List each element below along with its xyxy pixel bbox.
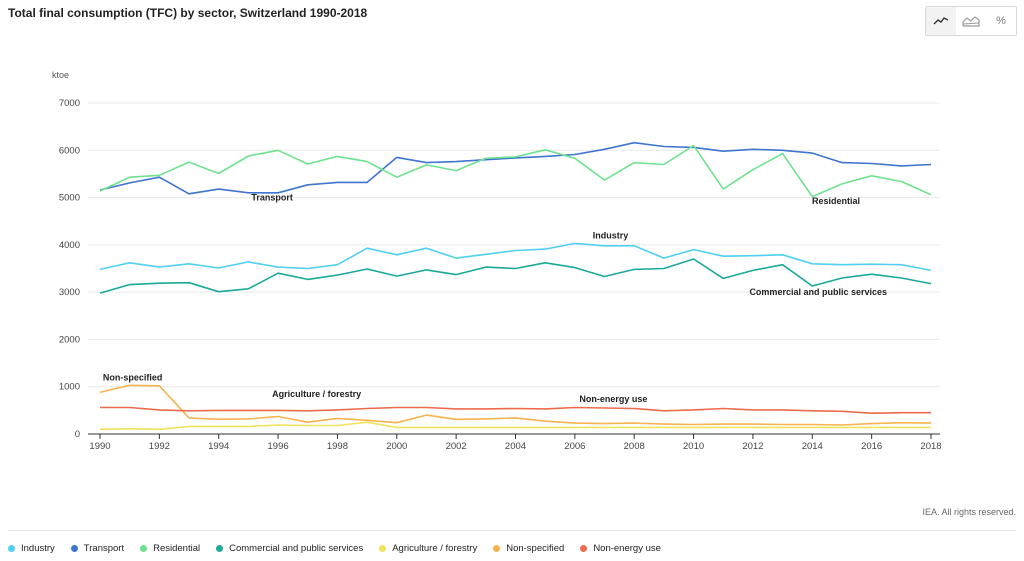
x-tick-label: 2006: [564, 441, 585, 452]
series-label: Residential: [812, 196, 860, 206]
x-tick-label: 2018: [920, 441, 941, 452]
series-label: Transport: [251, 192, 293, 202]
y-tick-label: 5000: [59, 193, 80, 204]
series-line-industry: [99, 242, 932, 272]
y-tick-label: 3000: [59, 287, 80, 298]
legend-dot-icon: [379, 545, 387, 552]
chart-title: Total final consumption (TFC) by sector,…: [8, 6, 368, 20]
x-tick-label: 2012: [742, 441, 763, 452]
legend-item[interactable]: Agriculture / forestry: [379, 543, 477, 554]
x-tick-label: 1990: [89, 441, 110, 452]
x-tick-label: 1994: [208, 441, 229, 452]
x-tick-label: 1992: [149, 441, 170, 452]
legend-dot-icon: [580, 545, 588, 552]
y-tick-label: 4000: [59, 240, 80, 251]
line-chart-icon: [933, 15, 949, 27]
series-line-residential: [99, 144, 932, 198]
legend-divider: [8, 530, 1016, 531]
chart-legend: Industry Transport Residential Commercial a…: [8, 543, 677, 554]
legend-item[interactable]: Commercial and public services: [216, 543, 363, 554]
chart-type-toolbar: %: [925, 6, 1017, 36]
x-tick-label: 2008: [624, 441, 645, 452]
y-tick-label: 2000: [59, 334, 80, 345]
series-line-non-energy-use: [100, 406, 931, 415]
y-tick-label: 6000: [59, 145, 80, 156]
x-tick-label: 2016: [861, 441, 882, 452]
legend-label: Non-specified: [506, 543, 565, 554]
y-tick-label: 1000: [59, 382, 80, 393]
legend-item[interactable]: Non-energy use: [580, 543, 661, 554]
x-tick-label: 2014: [802, 441, 823, 452]
line-chart: ktoe 0 1000 2000 3000 4000 5000 6000 7000 1990 199…: [52, 70, 942, 452]
series-label: Commercial and public services: [749, 287, 887, 297]
legend-label: Residential: [153, 543, 201, 554]
series-line-non-specified: [99, 384, 932, 426]
percent-button[interactable]: %: [986, 7, 1016, 35]
x-tick-label: 2004: [505, 441, 526, 452]
x-tick-label: 1996: [268, 441, 289, 452]
legend-label: Commercial and public services: [229, 543, 364, 554]
x-tick-label: 1998: [327, 441, 348, 452]
percent-icon: %: [996, 15, 1006, 27]
legend-dot-icon: [140, 545, 148, 552]
y-tick-label: 0: [75, 429, 80, 440]
x-tick-label: 2010: [683, 441, 704, 452]
line-chart-button[interactable]: [926, 7, 956, 35]
legend-label: Agriculture / forestry: [392, 543, 478, 554]
area-chart-button[interactable]: [956, 7, 986, 35]
y-axis-label: ktoe: [52, 70, 69, 80]
credit-text: IEA. All rights reserved.: [922, 507, 1016, 517]
series-line-transport: [99, 141, 932, 195]
legend-label: Transport: [83, 543, 125, 554]
legend-label: Industry: [21, 543, 55, 554]
series-label: Agriculture / forestry: [272, 389, 361, 399]
legend-item[interactable]: Non-specified: [493, 543, 564, 554]
area-chart-icon: [962, 15, 980, 27]
legend-item[interactable]: Residential: [140, 543, 200, 554]
legend-item[interactable]: Transport: [70, 543, 125, 554]
legend-dot-icon: [493, 545, 501, 552]
x-tick-label: 2000: [386, 441, 407, 452]
legend-dot-icon: [70, 545, 78, 552]
y-tick-label: 7000: [59, 98, 80, 109]
series-label: Non-energy use: [579, 394, 647, 404]
legend-item[interactable]: Industry: [8, 543, 55, 554]
legend-label: Non-energy use: [593, 543, 661, 554]
legend-dot-icon: [216, 545, 224, 552]
x-tick-label: 2002: [446, 441, 467, 452]
series-label: Non-specified: [103, 373, 163, 383]
series-line-agriculture-forestry: [99, 421, 931, 431]
series-label: Industry: [593, 231, 629, 241]
series-line-commercial-and-public-services: [99, 258, 932, 294]
legend-dot-icon: [8, 545, 15, 552]
